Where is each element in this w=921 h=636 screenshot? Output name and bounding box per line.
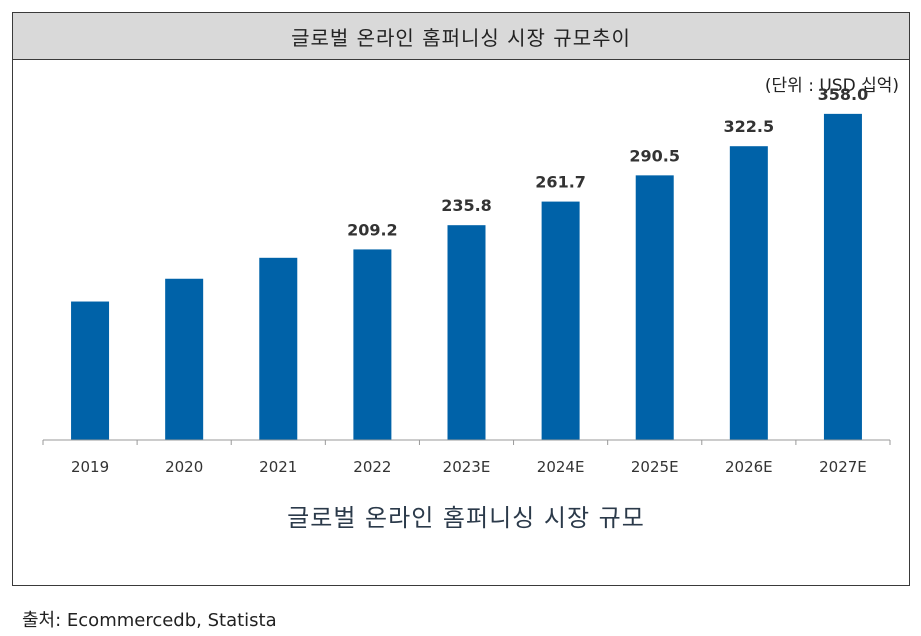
x-axis-ticks (42, 440, 891, 445)
value-label-2026E: 322.5 (724, 117, 775, 136)
bar-2026E (729, 146, 768, 440)
x-axis-title: 글로벌 온라인 홈퍼니싱 시장 규모 (287, 504, 645, 532)
bars-layer (71, 113, 862, 440)
category-label-2025E: 2025E (631, 458, 679, 476)
value-label-2027E: 358.0 (818, 85, 869, 104)
category-label-2020: 2020 (165, 458, 203, 476)
bar-2024E (541, 201, 580, 440)
category-label-2019: 2019 (71, 458, 109, 476)
chart-title: 글로벌 온라인 홈퍼니싱 시장 규모추이 (13, 13, 909, 60)
category-label-2024E: 2024E (537, 458, 585, 476)
value-labels: 209.2 235.8 261.7 290.5 322.5 358.0 (347, 85, 868, 240)
category-labels: 2019 2020 2021 2022 2023E 2024E 2025E 2026E 2027… (71, 458, 867, 476)
source-note: 출처: Ecommercedb, Statista (22, 610, 277, 631)
category-label-2022: 2022 (353, 458, 391, 476)
value-label-2024E: 261.7 (535, 173, 586, 192)
value-label-2022: 209.2 (347, 220, 398, 239)
bar-2025E (635, 175, 674, 440)
category-label-2021: 2021 (259, 458, 297, 476)
value-label-2025E: 290.5 (629, 146, 680, 165)
value-label-2023E: 235.8 (441, 196, 492, 215)
bar-2022 (353, 249, 392, 440)
category-label-2026E: 2026E (725, 458, 773, 476)
category-label-2027E: 2027E (819, 458, 867, 476)
category-label-2023E: 2023E (443, 458, 491, 476)
bar-2019 (71, 301, 110, 440)
bar-2027E (823, 113, 862, 440)
bar-2020 (165, 278, 204, 440)
bar-2023E (447, 225, 486, 440)
unit-label: (단위 : USD 십억) (764, 76, 899, 96)
bar-2021 (259, 257, 298, 440)
